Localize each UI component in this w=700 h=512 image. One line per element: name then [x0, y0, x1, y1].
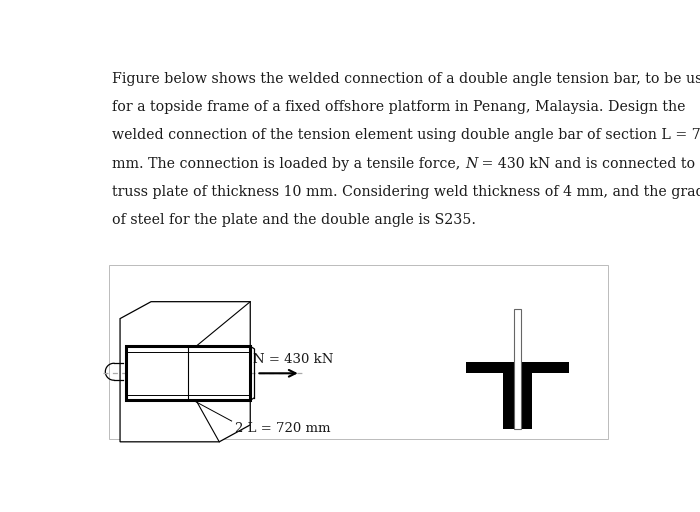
Text: N: N [465, 157, 477, 170]
Text: mm. The connection is loaded by a tensile force,: mm. The connection is loaded by a tensil… [112, 157, 465, 170]
Polygon shape [120, 302, 251, 442]
Bar [503, 362, 514, 429]
Text: for a topside frame of a fixed offshore platform in Penang, Malaysia. Design the: for a topside frame of a fixed offshore … [112, 100, 686, 114]
Text: of steel for the plate and the double angle is S235.: of steel for the plate and the double an… [112, 213, 476, 227]
Text: welded connection of the tension element using double angle bar of section L = 7: welded connection of the tension element… [112, 129, 700, 142]
Text: = 430 kN and is connected to a: = 430 kN and is connected to a [477, 157, 700, 170]
Bar [521, 362, 532, 429]
Text: truss plate of thickness 10 mm. Considering weld thickness of 4 mm, and the grad: truss plate of thickness 10 mm. Consider… [112, 185, 700, 199]
Bar [521, 362, 569, 373]
Text: N = 430 kN: N = 430 kN [253, 353, 334, 366]
Bar [126, 346, 251, 400]
Bar [514, 309, 521, 429]
Bar [109, 266, 608, 439]
Text: Figure below shows the welded connection of a double angle tension bar, to be us: Figure below shows the welded connection… [112, 72, 700, 86]
Text: 2 L = 720 mm: 2 L = 720 mm [234, 422, 330, 435]
Bar [466, 362, 514, 373]
